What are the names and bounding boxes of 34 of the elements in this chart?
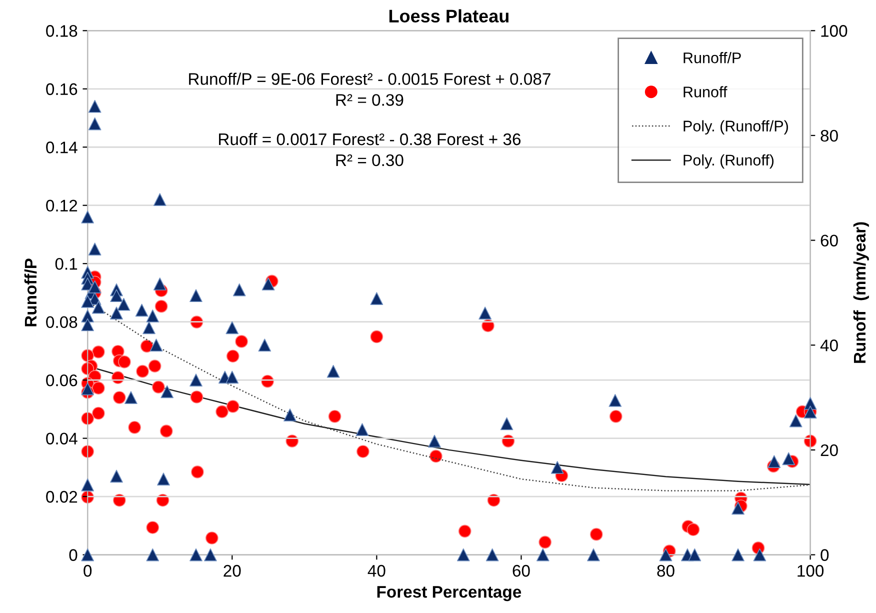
legend-label: Runoff/P <box>684 52 741 64</box>
annotation: R² = 0.39 <box>336 94 404 106</box>
y-tick-label: 0.12 <box>46 200 78 212</box>
y-tick-label: 0.02 <box>46 490 78 503</box>
y-tick-label: 0 <box>69 549 78 561</box>
y2-tick-label: 40 <box>820 340 838 352</box>
y2-tick-label: 80 <box>820 130 838 142</box>
x-tick-label: 40 <box>368 564 386 577</box>
y2-tick-label: 100 <box>821 25 848 37</box>
x-tick-label: 100 <box>798 564 824 577</box>
annotation: Ruoff = 0.0017 Forest² - 0.38 Forest + 36 <box>219 132 521 146</box>
y-tick-label: 0.08 <box>46 316 78 328</box>
chart-title: Loess Plateau <box>389 9 508 22</box>
y-tick-label: 0.14 <box>46 142 78 154</box>
y-tick-label: 0.04 <box>46 432 78 444</box>
y-tick-label: 0.18 <box>46 25 78 37</box>
y2-axis-title: Runoff (mm/year) <box>853 222 869 363</box>
y2-tick-label: 20 <box>820 444 838 456</box>
x-tick-label: 80 <box>657 564 674 577</box>
legend-label: Poly. (Runoff/P) <box>684 120 788 134</box>
y2-tick-label: 0 <box>820 549 829 561</box>
legend-label: Poly. (Runoff) <box>684 154 774 169</box>
annotation: Runoff/P = 9E-06 Forest² - 0.0015 Forest + 0.087 <box>189 72 550 85</box>
x-tick-label: 60 <box>512 564 530 577</box>
x-tick-label: 20 <box>224 564 241 577</box>
y2-tick-label: 60 <box>820 234 838 246</box>
y-axis-title: Runoff/P <box>24 258 37 326</box>
y-tick-label: 0.06 <box>46 374 78 386</box>
annotation: R² = 0.30 <box>336 154 404 166</box>
y-tick-label: 0.16 <box>46 83 78 96</box>
x-tick-label: 0 <box>84 564 92 577</box>
legend-label: Runoff <box>684 86 728 98</box>
y-tick-label: 0.1 <box>55 258 78 270</box>
x-axis-title: Forest Percentage <box>377 586 522 602</box>
